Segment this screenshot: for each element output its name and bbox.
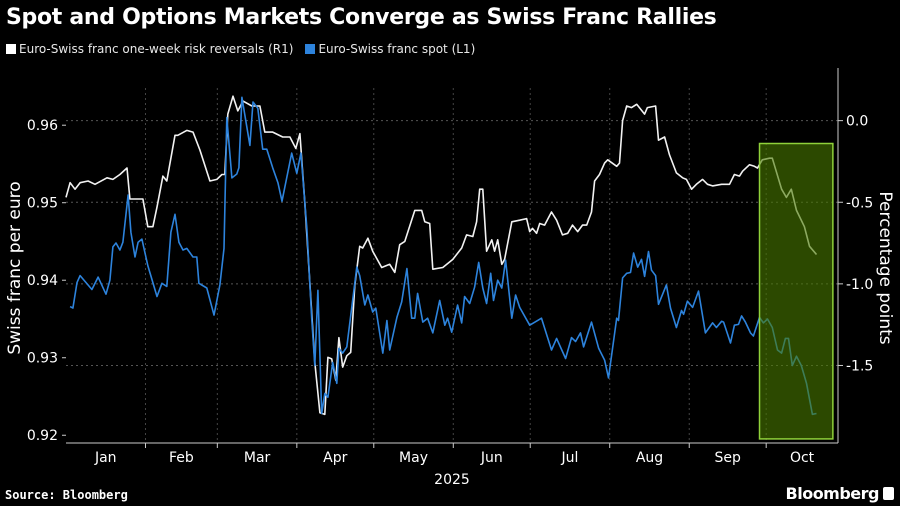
highlight-box [758,142,834,440]
left-axis-tick-label: 0.95 [27,196,58,212]
x-axis-month-label: Jul [561,450,579,466]
x-axis-month-label: May [399,450,428,466]
left-axis-tick-label: 0.93 [27,351,58,367]
x-axis-year-label: 2025 [434,472,470,488]
series-line-spot [69,96,817,416]
legend-swatch-white [6,44,16,54]
left-axis-tick-label: 0.92 [27,428,58,444]
left-axis-tick-label: 0.96 [27,118,58,134]
legend-swatch-blue [305,44,316,54]
left-axis-tick-label: 0.94 [27,273,58,289]
x-axis-month-label: Sep [715,450,742,466]
legend-item-risk-reversals: Euro-Swiss franc one-week risk reversals… [6,42,293,56]
x-axis-month-label: Aug [636,450,663,466]
right-axis-tick-label: 0.0 [846,114,868,130]
x-axis-month-label: Feb [169,450,194,466]
right-axis-title: Percentage points [875,191,895,344]
right-axis-tick-label: -1.5 [846,358,873,374]
x-axis-month-label: Jan [94,450,117,466]
brand-name: Bloomberg [785,484,880,503]
legend-label: Euro-Swiss franc one-week risk reversals… [19,42,294,56]
chart-title: Spot and Options Markets Converge as Swi… [6,5,717,30]
series-line-risk-reversals [65,95,818,416]
bloomberg-logo: Bloomberg [786,484,894,503]
legend: Euro-Swiss franc one-week risk reversals… [6,42,475,56]
x-axis-month-label: Mar [244,450,271,466]
legend-item-spot: Euro-Swiss franc spot (L1) [305,42,475,56]
right-axis-tick-label: -1.0 [846,277,873,293]
x-axis-month-label: Oct [790,450,815,466]
x-axis-month-label: Jun [480,450,503,466]
x-axis-month-label: Apr [323,450,347,466]
source-note: Source: Bloomberg [5,488,128,502]
bloomberg-terminal-icon [883,487,894,500]
right-axis-tick-label: -0.5 [846,195,873,211]
left-axis-title: Swiss franc per euro [5,181,25,354]
legend-label: Euro-Swiss franc spot (L1) [318,42,476,56]
